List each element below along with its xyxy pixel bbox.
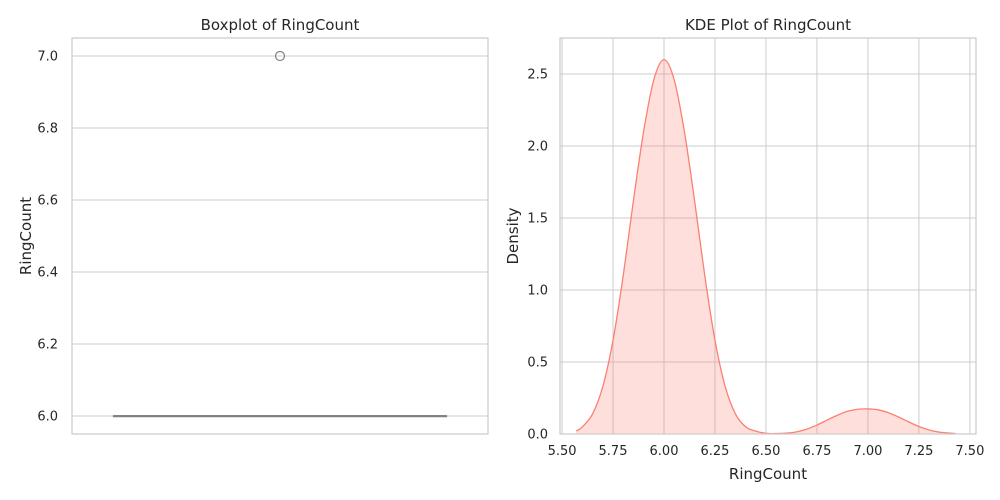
- boxplot-y-tick-label: 6.6: [37, 194, 58, 209]
- kde-y-tick-label: 0.0: [527, 428, 548, 443]
- kde-x-axis-label: RingCount: [729, 465, 807, 483]
- kde-y-tick-label: 1.0: [527, 284, 548, 299]
- kde-x-tick-label: 5.50: [548, 444, 577, 459]
- boxplot-title: Boxplot of RingCount: [201, 16, 360, 34]
- boxplot-y-tick-label: 6.8: [37, 122, 58, 137]
- boxplot-marks: [112, 50, 448, 418]
- kde-axes-frame: [559, 37, 977, 435]
- kde-x-tick-label: 6.75: [802, 444, 831, 459]
- kde-x-tick-label: 7.50: [955, 444, 984, 459]
- kde-density-curve: [575, 58, 956, 435]
- kde-x-tick-label: 6.00: [650, 444, 679, 459]
- boxplot-gridlines: [72, 55, 488, 417]
- kde-x-tick-label: 7.00: [853, 444, 882, 459]
- boxplot-outlier-point: [274, 50, 286, 62]
- kde-gridlines: [560, 38, 976, 435]
- kde-y-axis-label: Density: [504, 207, 522, 264]
- boxplot-axes-frame: [71, 37, 489, 435]
- boxplot-y-tick-label: 6.4: [37, 266, 58, 281]
- kde-y-tick-label: 0.5: [527, 356, 548, 371]
- kde-x-ticks: 5.50 5.75 6.00 6.25 6.50 6.75 7.00 7.25 7.50: [548, 444, 985, 459]
- boxplot-y-tick-label: 6.0: [37, 410, 58, 425]
- kde-x-tick-label: 6.50: [751, 444, 780, 459]
- boxplot-panel: 6.06.26.46.66.87.0 Boxplot of RingCount …: [17, 16, 489, 435]
- kde-y-tick-label: 2.5: [527, 68, 548, 83]
- boxplot-y-ticks: 6.0 6.2 6.4 6.6 6.8 7.0: [37, 50, 58, 425]
- kde-density-fill: [576, 59, 956, 434]
- boxplot-y-tick-label: 6.2: [37, 338, 58, 353]
- boxplot-y-tick-label: 7.0: [37, 50, 58, 65]
- boxplot-y-axis-label: RingCount: [17, 197, 35, 275]
- kde-marks: [575, 58, 956, 435]
- kde-y-tick-label: 2.0: [527, 140, 548, 155]
- kde-title: KDE Plot of RingCount: [685, 16, 851, 34]
- kde-y-ticks: 0.0 0.5 1.0 1.5 2.0 2.5: [527, 68, 548, 443]
- kde-y-tick-label: 1.5: [527, 212, 548, 227]
- kde-panel: 5.50 5.75 6.00 6.25 6.50 6.75 7.00 7.25 7.50 0.0…: [504, 16, 984, 483]
- kde-x-tick-label: 7.25: [904, 444, 933, 459]
- kde-x-tick-label: 5.75: [599, 444, 628, 459]
- kde-x-tick-label: 6.25: [701, 444, 730, 459]
